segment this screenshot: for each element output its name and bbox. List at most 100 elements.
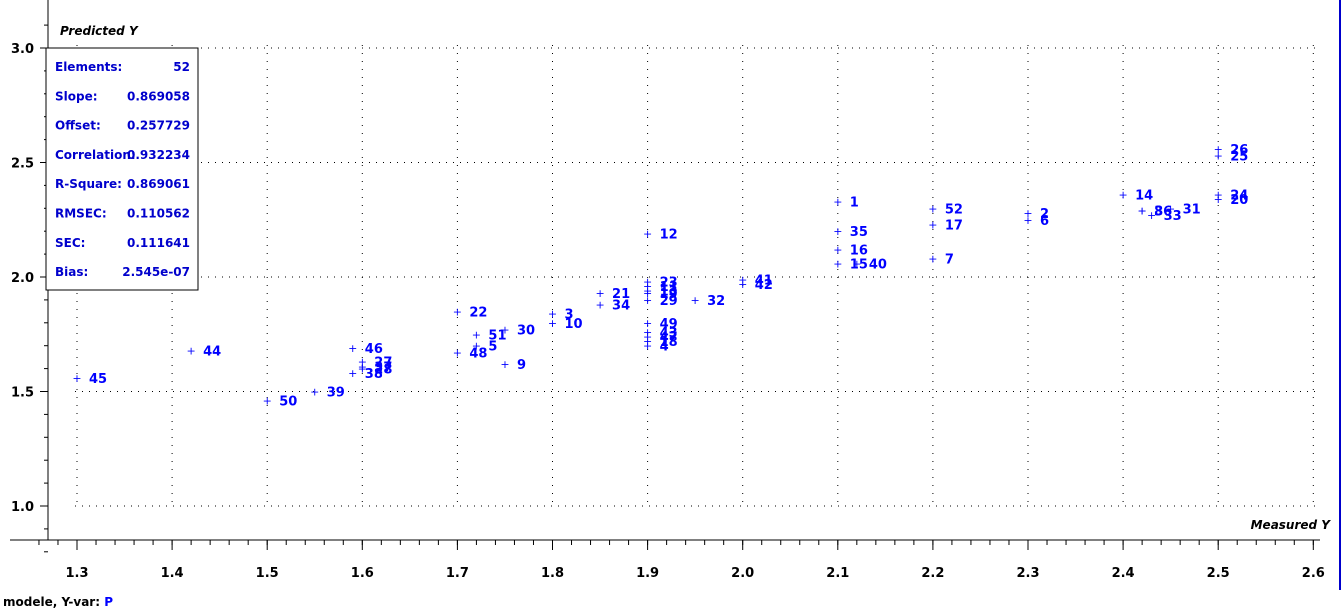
data-point-marker: + <box>310 386 319 399</box>
data-point-marker: + <box>833 257 842 270</box>
data-point-marker: + <box>643 285 652 298</box>
data-point-label: 3 <box>565 308 574 323</box>
data-point-label: 38 <box>365 367 383 382</box>
data-point-marker: + <box>472 340 481 353</box>
data-point-marker: + <box>1214 150 1223 163</box>
data-point-label: 22 <box>469 305 487 320</box>
data-point-marker: + <box>453 347 462 360</box>
data-point-label: 50 <box>279 395 297 410</box>
data-point-label: 32 <box>707 294 725 309</box>
data-point-marker: + <box>738 273 747 286</box>
data-point-label: 40 <box>869 257 887 272</box>
data-point-marker: + <box>1214 143 1223 156</box>
data-point-label: 46 <box>365 342 383 357</box>
data-point-label: 12 <box>660 227 678 242</box>
x-tick-label: 1.5 <box>256 566 279 581</box>
stat-value: 0.869061 <box>127 177 190 191</box>
data-point-marker: + <box>358 360 367 373</box>
data-point-marker: + <box>263 395 272 408</box>
x-tick-label: 2.5 <box>1207 566 1230 581</box>
data-point-label: 49 <box>660 317 678 332</box>
data-point-marker: + <box>643 326 652 339</box>
data-point-label: 5 <box>488 340 497 355</box>
stat-key: Bias: <box>55 265 88 279</box>
data-point-label: 11 <box>660 280 678 295</box>
x-tick-label: 1.6 <box>351 566 374 581</box>
data-point-label: 8 <box>1154 205 1163 220</box>
data-point-marker: + <box>643 227 652 240</box>
data-point-marker: + <box>1214 189 1223 202</box>
y-tick-label: 2.5 <box>11 157 34 172</box>
data-point-marker: + <box>643 331 652 344</box>
data-point-label: 15 <box>850 257 868 272</box>
data-point-marker: + <box>500 358 509 371</box>
x-tick-label: 1.7 <box>446 566 469 581</box>
data-point-marker: + <box>928 253 937 266</box>
data-point-label: 41 <box>755 273 773 288</box>
y-tick-label: 3.0 <box>11 42 34 57</box>
x-tick-label: 2.1 <box>826 566 849 581</box>
x-tick-label: 2.4 <box>1112 566 1135 581</box>
footer-text: modele, Y-var: P <box>3 595 113 609</box>
stat-key: Correlation: <box>55 148 136 162</box>
data-point-marker: + <box>1166 202 1175 215</box>
data-point-marker: + <box>738 278 747 291</box>
stat-value: 2.545e-07 <box>122 265 190 279</box>
data-point-label: 45 <box>89 372 107 387</box>
data-point-label: 18 <box>660 335 678 350</box>
data-point-label: 48 <box>469 347 487 362</box>
data-point-label: 4 <box>660 340 669 355</box>
data-point-label: 35 <box>850 225 868 240</box>
data-point-label: 20 <box>1230 193 1248 208</box>
x-tick-label: 2.2 <box>921 566 944 581</box>
data-point-marker: + <box>643 280 652 293</box>
data-point-label: 26 <box>1230 143 1248 158</box>
data-point-marker: + <box>643 340 652 353</box>
data-point-marker: + <box>1023 207 1032 220</box>
data-point-label: 34 <box>612 298 630 313</box>
data-point-label: 16 <box>850 244 868 259</box>
data-point-label: 2 <box>1040 207 1049 222</box>
stat-value: 52 <box>173 60 190 74</box>
data-point-marker: + <box>643 287 652 300</box>
data-point-marker: + <box>595 298 604 311</box>
data-point-marker: + <box>348 367 357 380</box>
data-point-marker: + <box>643 317 652 330</box>
data-point-label: 14 <box>1135 189 1153 204</box>
stat-value: 0.111641 <box>127 236 190 250</box>
stat-key: RMSEC: <box>55 207 107 221</box>
stat-value: 0.869058 <box>127 89 190 103</box>
data-point-label: 42 <box>755 278 773 293</box>
footer-prefix: modele, Y-var: <box>3 595 104 609</box>
data-point-marker: + <box>928 218 937 231</box>
data-point-label: 1 <box>850 195 859 210</box>
y-tick-label: 2.0 <box>11 271 34 286</box>
data-point-marker: + <box>500 324 509 337</box>
data-point-marker: + <box>1147 209 1156 222</box>
stat-key: R-Square: <box>55 177 122 191</box>
data-point-label: 39 <box>327 386 345 401</box>
x-axis-ticks: 1.3 1.4 1.5 1.6 1.7 1.8 1.9 2.0 2.1 2.2 2.3 2.4 2.5 2… <box>38 540 1325 581</box>
data-point-marker: + <box>358 363 367 376</box>
data-point-label: 43 <box>660 326 678 341</box>
data-point-label: 13 <box>660 285 678 300</box>
data-point-marker: + <box>548 317 557 330</box>
data-point-label: 37 <box>374 360 392 375</box>
data-point-label: 21 <box>612 287 630 302</box>
data-point-marker: + <box>643 294 652 307</box>
data-point-marker: + <box>643 276 652 289</box>
stat-value: 0.932234 <box>127 148 190 162</box>
data-point-label: 47 <box>660 331 678 346</box>
stat-key: Elements: <box>55 60 122 74</box>
data-point-marker: + <box>691 294 700 307</box>
data-point-marker: + <box>833 225 842 238</box>
data-point-label: 24 <box>1230 189 1248 204</box>
y-axis-title: Predicted Y <box>60 24 139 38</box>
data-point-label: 6 <box>1040 214 1049 229</box>
data-point-marker: + <box>1023 214 1032 227</box>
x-tick-label: 1.3 <box>65 566 88 581</box>
x-tick-label: 1.9 <box>636 566 659 581</box>
data-point-marker: + <box>472 328 481 341</box>
data-point-marker: + <box>187 344 196 357</box>
data-point-label: 17 <box>945 218 963 233</box>
